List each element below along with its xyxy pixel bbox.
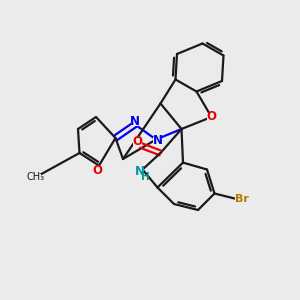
Text: N: N <box>134 165 145 178</box>
Text: O: O <box>92 164 103 178</box>
Bar <box>135 168 144 176</box>
Bar <box>236 195 249 204</box>
Bar <box>133 138 142 146</box>
Text: O: O <box>206 110 217 124</box>
Text: O: O <box>132 135 142 148</box>
Bar <box>153 137 162 145</box>
Text: N: N <box>130 115 140 128</box>
Text: H: H <box>140 172 149 182</box>
Bar <box>24 174 41 183</box>
Text: CH₃: CH₃ <box>26 172 44 182</box>
Bar <box>207 113 216 121</box>
Bar <box>93 167 102 175</box>
Text: Br: Br <box>235 194 249 205</box>
Bar <box>131 117 139 126</box>
Text: N: N <box>152 134 163 148</box>
